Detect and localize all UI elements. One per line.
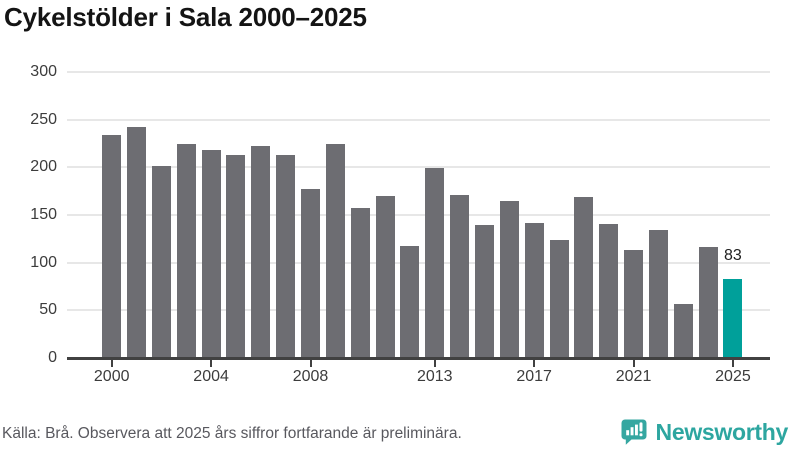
- bar-2009: [325, 144, 345, 358]
- bar-2021: [624, 250, 644, 358]
- bar-2005: [226, 154, 246, 358]
- bar-2025: [723, 278, 743, 358]
- bar-2016: [499, 200, 519, 358]
- bar-2014: [450, 194, 470, 358]
- bar-2019: [574, 196, 594, 358]
- bar-2002: [151, 166, 171, 358]
- chart-title: Cykelstölder i Sala 2000–2025: [4, 2, 367, 32]
- x-axis-tick-label: 2021: [615, 368, 652, 385]
- y-axis-tick-label: 300: [30, 63, 57, 80]
- x-axis-tick: [309, 360, 312, 367]
- bar-2008: [301, 189, 320, 358]
- x-axis-line: [67, 357, 770, 360]
- y-axis-tick-label: 50: [39, 301, 57, 319]
- x-axis-tick: [731, 360, 734, 367]
- chart-canvas: 0 50 100 150 200 250 300 2000 2004 2008 2013 2017 20…: [0, 63, 800, 385]
- x-axis-tick-label: 2008: [292, 368, 329, 385]
- bar-2003: [176, 143, 196, 358]
- newsworthy-logo: Newsworthy: [620, 417, 788, 447]
- bar-2022: [648, 230, 668, 358]
- bar-2018: [549, 239, 569, 358]
- bar-2012: [400, 245, 420, 358]
- x-axis-tick: [110, 360, 113, 367]
- bar-2000: [102, 134, 122, 358]
- bar-2006: [251, 146, 271, 358]
- gridline-200: [67, 166, 770, 169]
- gridline-150: [67, 214, 770, 216]
- source-note: Källa: Brå. Observera att 2025 års siffr…: [2, 425, 462, 442]
- y-axis-tick-label: 200: [30, 158, 57, 176]
- bar-2001: [127, 127, 147, 358]
- gridline-300: [67, 71, 770, 73]
- bar-2020: [599, 223, 619, 358]
- x-axis-tick-label: 2000: [93, 368, 130, 385]
- x-axis-tick-label: 2004: [193, 368, 229, 385]
- y-axis-tick-label: 0: [48, 349, 57, 366]
- gridline-250: [67, 118, 770, 121]
- y-axis-tick-label: 250: [30, 110, 57, 128]
- x-axis-tick: [533, 360, 536, 367]
- x-axis-tick: [433, 360, 436, 367]
- y-axis-tick-label: 100: [30, 253, 57, 271]
- highlight-value-label: 83: [724, 246, 742, 264]
- bar-2004: [201, 150, 221, 358]
- bar-2013: [425, 168, 445, 358]
- bar-2024: [698, 247, 718, 358]
- x-axis-tick-label: 2017: [516, 368, 552, 385]
- bar-2007: [276, 154, 296, 358]
- newsworthy-speech-bubble-bar-chart-icon: [621, 419, 647, 445]
- bar-2010: [350, 208, 370, 358]
- bar-2015: [474, 224, 494, 358]
- x-axis-tick-label: 2013: [416, 368, 453, 385]
- bar-2017: [524, 222, 544, 358]
- bar-2011: [375, 195, 395, 358]
- x-axis-tick-label: 2025: [715, 368, 751, 385]
- bar-2023: [673, 303, 693, 358]
- x-axis-tick: [210, 360, 213, 367]
- y-axis-tick-label: 150: [30, 206, 57, 223]
- newsworthy-logo-text: Newsworthy: [655, 418, 789, 445]
- x-axis-tick: [632, 360, 635, 367]
